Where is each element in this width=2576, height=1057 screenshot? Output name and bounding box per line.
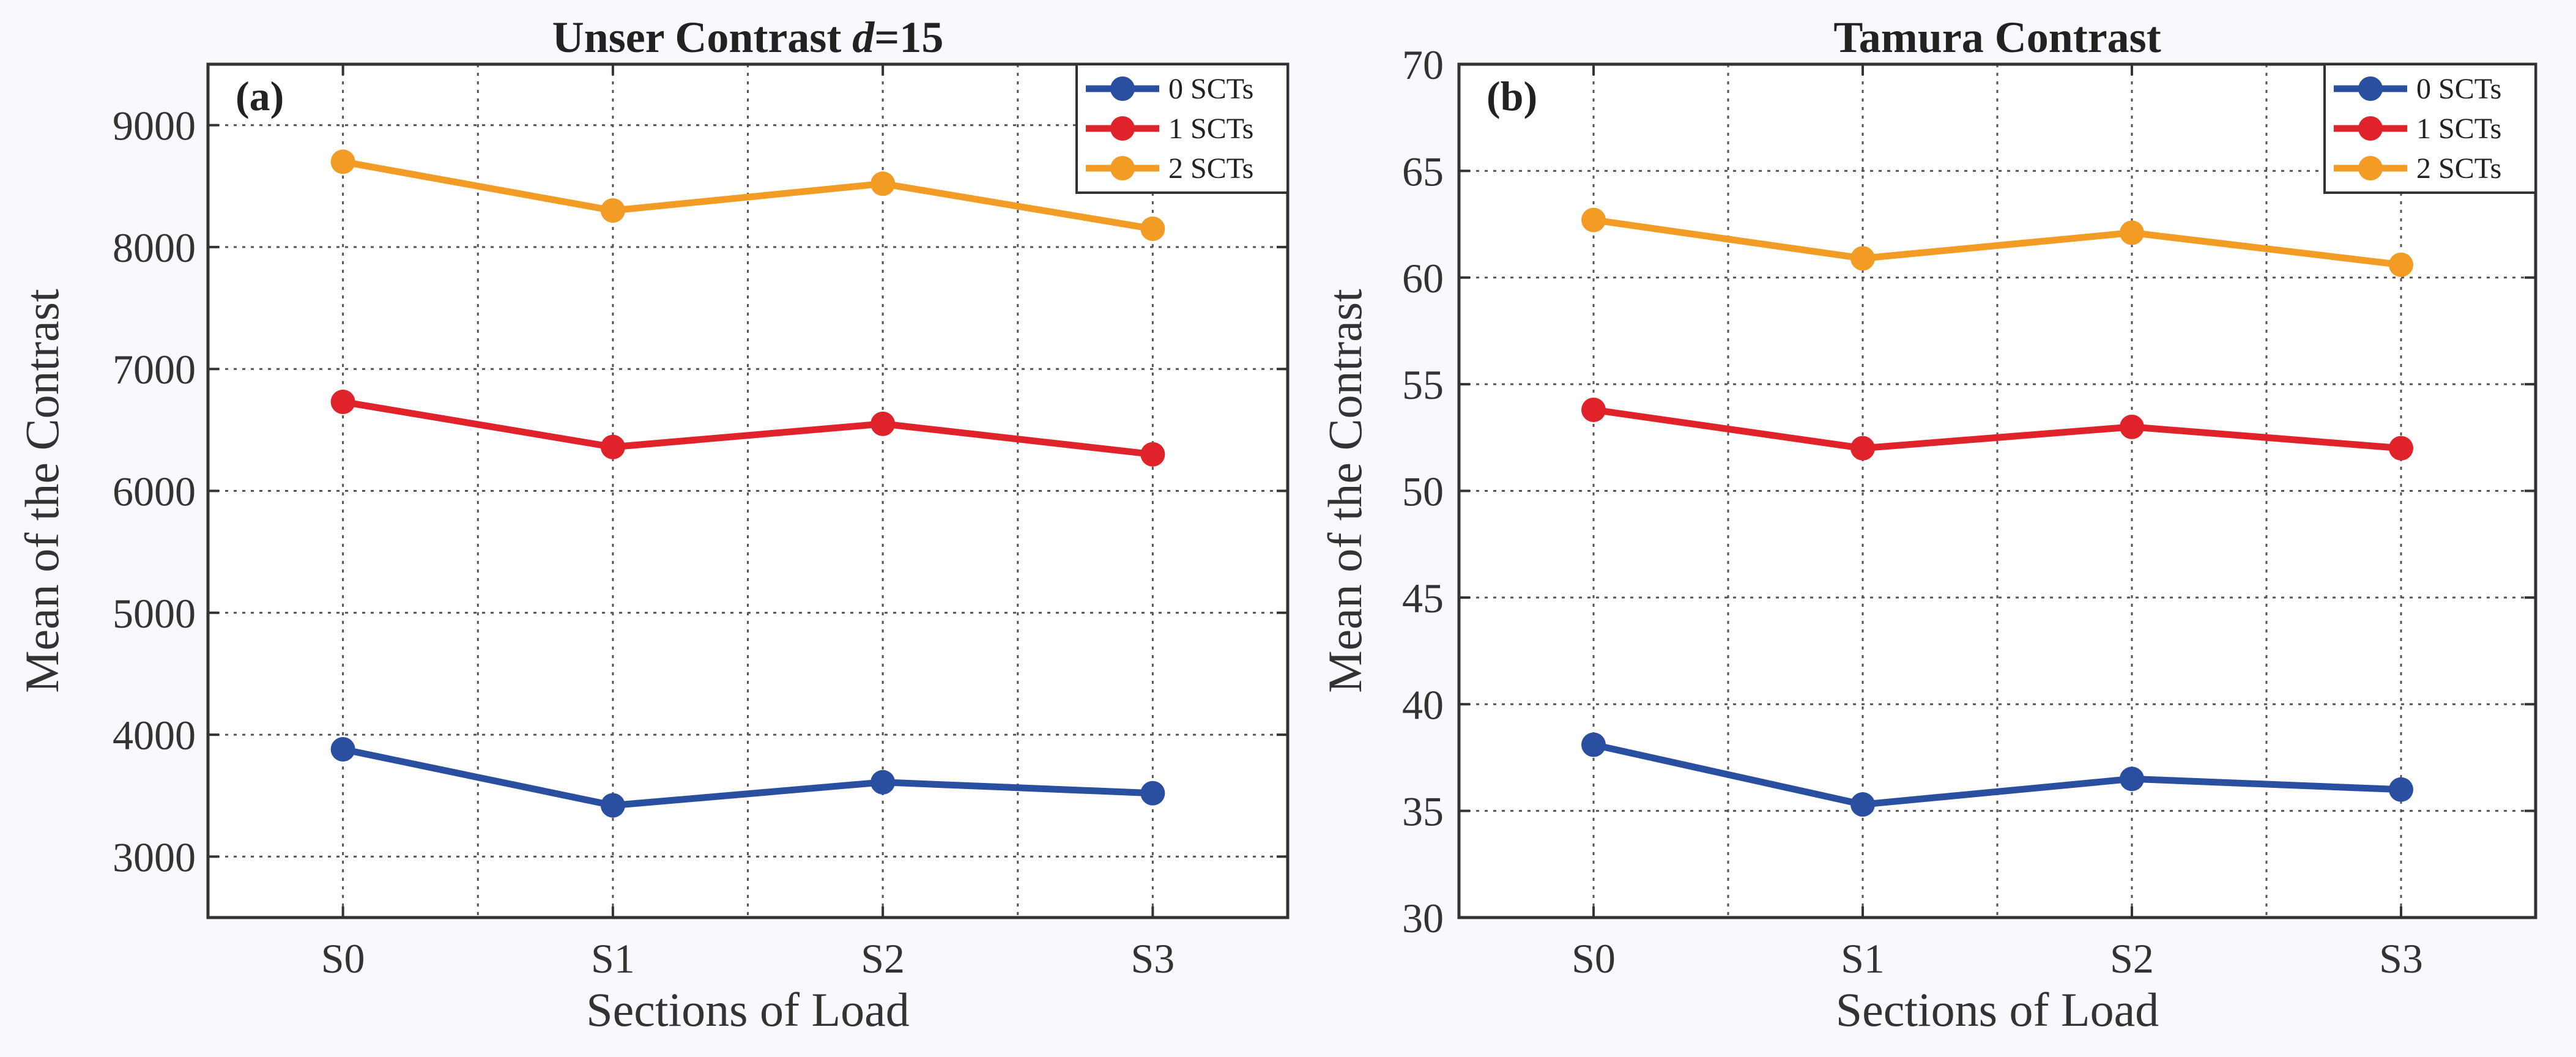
- legend-label: 2 SCTs: [2416, 152, 2501, 185]
- chart-title: Unser Contrast d=15: [552, 13, 944, 62]
- data-point: [1850, 246, 1875, 271]
- series-0: [330, 736, 1165, 818]
- data-point: [2389, 252, 2413, 277]
- x-tick-label: S2: [861, 935, 905, 982]
- data-point: [1140, 442, 1165, 467]
- series-0: [1581, 732, 2413, 817]
- data-point: [2389, 436, 2413, 461]
- data-point: [600, 434, 625, 459]
- x-tick-label: S0: [321, 935, 365, 982]
- x-tick-label: S3: [2379, 935, 2423, 982]
- chart-title-italic: d: [852, 13, 875, 62]
- series-1: [330, 390, 1165, 467]
- data-point: [1581, 732, 1606, 757]
- data-point: [600, 198, 625, 223]
- data-point: [1850, 436, 1875, 461]
- y-axis-label: Mean of the Contrast: [15, 289, 69, 693]
- x-tick-label: S0: [1572, 935, 1616, 982]
- legend-marker: [2358, 76, 2383, 101]
- y-tick-label: 30: [1402, 895, 1444, 941]
- series-line: [342, 398, 1153, 458]
- legend-label: 2 SCTs: [1168, 152, 1253, 185]
- series-line: [342, 746, 1153, 809]
- y-tick-label: 65: [1402, 148, 1444, 195]
- y-tick-label: 7000: [113, 346, 196, 393]
- y-tick-label: 45: [1402, 575, 1444, 621]
- y-tick-label: 55: [1402, 362, 1444, 408]
- y-tick-label: 9000: [113, 103, 196, 149]
- data-point: [1140, 781, 1165, 806]
- legend-marker: [2358, 156, 2383, 180]
- series-2: [330, 149, 1165, 242]
- legend-label: 0 SCTs: [2416, 73, 2501, 105]
- data-point: [330, 149, 355, 174]
- data-point: [2120, 220, 2144, 245]
- y-tick-label: 50: [1402, 469, 1444, 515]
- legend-marker: [1110, 156, 1135, 180]
- chart-title-text: Tamura Contrast: [1833, 13, 2161, 62]
- y-tick-label: 70: [1402, 42, 1444, 88]
- y-tick-label: 5000: [113, 590, 196, 637]
- y-tick-label: 35: [1402, 788, 1444, 835]
- x-tick-label: S2: [2110, 935, 2154, 982]
- x-tick-label: S3: [1130, 935, 1175, 982]
- series-1: [1581, 397, 2413, 461]
- data-point: [870, 411, 896, 436]
- legend-label: 1 SCTs: [2416, 113, 2501, 145]
- chart-title-suffix: =15: [874, 13, 943, 62]
- legend: 0 SCTs 1 SCTs 2 SCTs: [2323, 63, 2537, 194]
- chart-title-text: Unser Contrast: [552, 13, 853, 62]
- legend: 0 SCTs 1 SCTs 2 SCTs: [1075, 63, 1289, 194]
- data-point: [1850, 792, 1875, 817]
- x-tick-label: S1: [1841, 935, 1885, 982]
- y-tick-label: 3000: [113, 834, 196, 880]
- series-line: [342, 158, 1154, 232]
- data-point: [600, 793, 625, 818]
- series-line: [1593, 217, 2402, 269]
- legend-label: 1 SCTs: [1168, 113, 1253, 145]
- legend-marker: [2358, 116, 2383, 141]
- legend-marker: [1110, 76, 1135, 101]
- data-point: [2120, 414, 2144, 439]
- chart-panel-a: 3000 4000 5000 6000 7000 8000 9000 S0 S1 S2 S3 Sect…: [15, 13, 1290, 1036]
- chart-title: Tamura Contrast: [1833, 13, 2161, 62]
- data-point: [330, 390, 355, 415]
- x-axis-label: Sections of Load: [586, 983, 910, 1036]
- x-tick-label: S1: [591, 935, 635, 982]
- data-point: [1581, 397, 1606, 422]
- x-axis-label: Sections of Load: [1836, 983, 2159, 1036]
- data-point: [2120, 766, 2144, 792]
- y-tick-label: 6000: [113, 469, 196, 515]
- y-tick-label: 8000: [113, 224, 196, 271]
- data-point: [330, 736, 355, 762]
- legend-label: 0 SCTs: [1168, 73, 1253, 105]
- panel-label: (b): [1487, 73, 1537, 119]
- y-tick-label: 40: [1402, 681, 1444, 728]
- data-point: [870, 770, 896, 795]
- series-line: [1593, 406, 2402, 452]
- legend-marker: [1110, 116, 1135, 141]
- series-line: [1592, 741, 2402, 808]
- data-point: [1140, 217, 1165, 242]
- y-axis-label: Mean of the Contrast: [1318, 289, 1372, 693]
- panel-label: (a): [236, 73, 284, 119]
- data-point: [1581, 207, 1606, 232]
- y-tick-label: 4000: [113, 712, 196, 758]
- data-point: [2389, 777, 2413, 802]
- chart-panel-b: 30 35 40 45 50 55 60 65 70 S0 S1 S2 S3 Sections of Lo…: [1318, 13, 2537, 1036]
- data-point: [870, 171, 896, 196]
- series-2: [1581, 207, 2413, 277]
- y-tick-label: 60: [1402, 255, 1444, 302]
